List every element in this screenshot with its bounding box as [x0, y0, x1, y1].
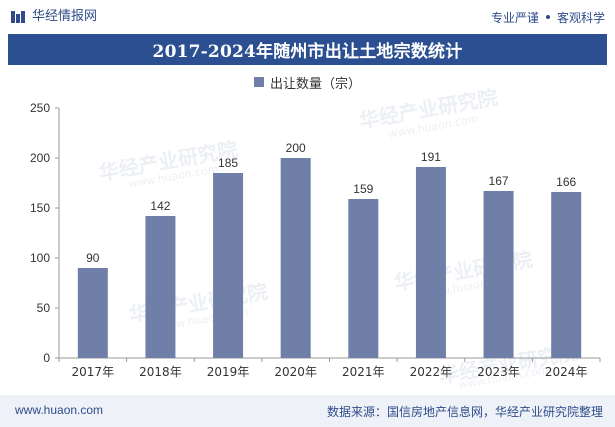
data-label: 166: [556, 175, 576, 189]
x-tick-label: 2023年: [477, 365, 520, 379]
footer: www.huaon.com 数据来源：国信房地产信息网，华经产业研究院整理: [0, 395, 615, 427]
footer-website: www.huaon.com: [15, 403, 104, 417]
footer-source: 数据来源：国信房地产信息网，华经产业研究院整理: [326, 405, 603, 419]
x-tick-label: 2021年: [342, 365, 385, 379]
x-tick-label: 2019年: [207, 365, 250, 379]
bar-2024年: [551, 192, 582, 358]
tagline-item-2: 客观科学: [556, 10, 605, 25]
data-label: 191: [421, 150, 441, 164]
brand: 华经情报网: [10, 8, 97, 26]
bar-2018年: [145, 216, 176, 358]
brand-name: 华经情报网: [32, 9, 98, 24]
data-label: 200: [286, 141, 306, 155]
bar-2021年: [348, 199, 379, 358]
y-tick-label: 100: [30, 251, 50, 265]
x-tick-label: 2022年: [410, 365, 453, 379]
x-tick-label: 2018年: [139, 365, 182, 379]
plot-area: 华经产业研究院 www.huaon.com 华经产业研究院 www.huaon.…: [8, 65, 607, 395]
tagline-item-1: 专业严谨: [490, 10, 539, 25]
top-bar: 华经情报网 专业严谨 客观科学: [0, 0, 615, 34]
data-label: 90: [86, 251, 100, 265]
data-label: 167: [489, 174, 509, 188]
x-tick-label: 2020年: [274, 365, 317, 379]
x-tick-label: 2017年: [72, 365, 115, 379]
legend-swatch: [253, 77, 264, 87]
data-label: 185: [218, 156, 238, 170]
bar-2022年: [415, 167, 446, 358]
y-tick-label: 0: [43, 351, 50, 365]
title-bar: 2017-2024年随州市出让土地宗数统计: [8, 34, 607, 65]
y-tick-label: 250: [30, 101, 50, 115]
chart-title: 2017-2024年随州市出让土地宗数统计: [152, 42, 463, 62]
y-tick-label: 50: [37, 301, 51, 315]
legend: 出让数量（宗）: [8, 73, 607, 92]
top-tagline: 专业严谨 客观科学: [491, 8, 605, 26]
bar-2020年: [280, 158, 311, 358]
bar-chart: 0 50 100 150 200 250 90 2017年 142 2018年 185 2019年 20…: [30, 101, 601, 379]
data-label: 159: [353, 182, 373, 196]
legend-label: 出让数量（宗）: [269, 76, 361, 92]
y-tick-label: 200: [30, 151, 50, 165]
separator-dot-icon: [545, 15, 550, 19]
y-tick-label: 150: [30, 201, 50, 215]
data-label: 142: [150, 199, 170, 213]
bar-2019年: [213, 173, 244, 358]
bar-2023年: [483, 191, 514, 358]
brand-logo-icon: [10, 9, 26, 25]
bar-2017年: [77, 268, 108, 358]
x-tick-label: 2024年: [545, 365, 588, 379]
